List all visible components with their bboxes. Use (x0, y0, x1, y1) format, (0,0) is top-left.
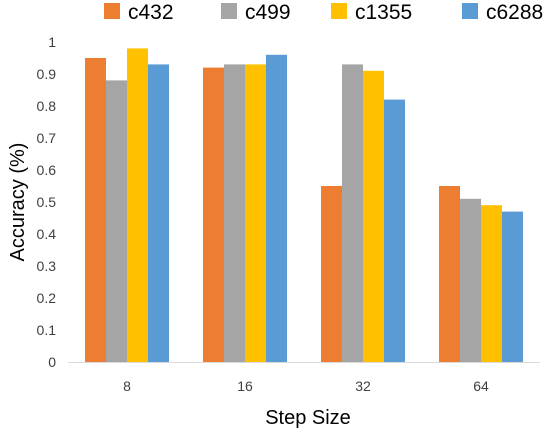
x-axis-title: Step Size (265, 407, 351, 429)
legend-swatch-c432 (104, 3, 120, 19)
legend-swatch-c499 (221, 3, 237, 19)
bar-c1355-32 (363, 70, 384, 363)
bar-c432-16 (203, 67, 224, 362)
y-tick-label: 0 (48, 354, 56, 370)
legend-label-c1355: c1355 (355, 1, 412, 24)
legend-label-c499: c499 (245, 1, 291, 24)
y-tick-label: 0.2 (37, 290, 57, 306)
legend-swatch-c6288 (462, 3, 478, 19)
y-tick-label: 0.8 (37, 98, 57, 114)
x-category-label: 8 (123, 378, 131, 394)
x-category-label: 64 (473, 378, 489, 394)
y-tick-label: 0.3 (37, 258, 57, 274)
legend-label-c6288: c6288 (486, 1, 543, 24)
bar-c432-32 (321, 186, 342, 362)
bar-c499-32 (342, 64, 363, 363)
y-tick-label: 0.9 (37, 66, 57, 82)
y-tick-label: 0.1 (37, 322, 57, 338)
y-tick-label: 1 (48, 34, 56, 50)
bar-c6288-16 (266, 54, 287, 363)
y-tick-label: 0.4 (37, 226, 57, 242)
bar-c1355-16 (245, 64, 266, 363)
y-tick-label: 0.7 (37, 130, 57, 146)
bar-c6288-8 (148, 64, 169, 363)
legend: c432 c499 c1355 c6288 (104, 1, 543, 24)
bar-c6288-64 (502, 211, 523, 362)
y-axis-ticks: 0 0.1 0.2 0.3 0.4 0.5 0.6 0.7 0.8 0.9 1 (37, 34, 57, 370)
y-tick-label: 0.6 (37, 162, 57, 178)
x-axis-categories: 8 16 32 64 (123, 378, 489, 394)
legend-swatch-c1355 (331, 3, 347, 19)
y-tick-label: 0.5 (37, 194, 57, 210)
bar-c1355-8 (127, 48, 148, 363)
bar-c499-8 (106, 80, 127, 363)
y-axis-title: Accuracy (%) (7, 143, 29, 262)
x-category-label: 32 (355, 378, 371, 394)
bar-c1355-64 (481, 205, 502, 362)
legend-label-c432: c432 (128, 1, 174, 24)
bar-c432-64 (439, 186, 460, 362)
bars (85, 48, 523, 363)
bar-c499-64 (460, 198, 481, 362)
x-category-label: 16 (237, 378, 253, 394)
bar-c499-16 (224, 64, 245, 363)
bar-c432-8 (85, 58, 106, 362)
bar-c6288-32 (384, 99, 405, 362)
